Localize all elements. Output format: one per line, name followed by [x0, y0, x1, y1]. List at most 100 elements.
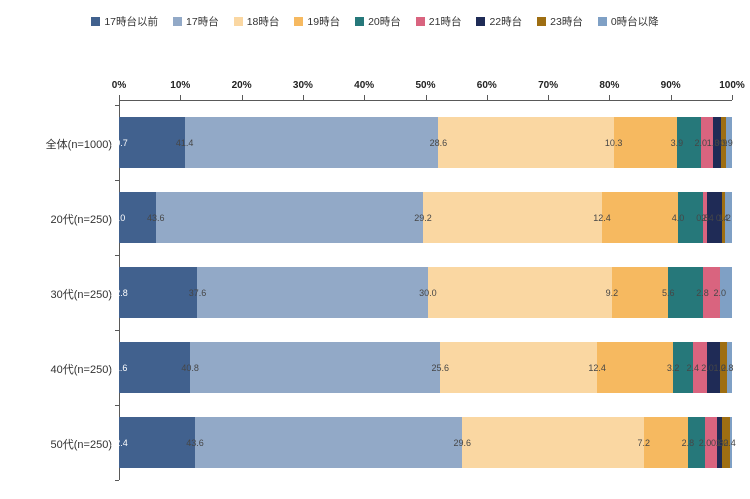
bar-segment: 6.0: [113, 192, 156, 243]
x-axis-tick: [241, 95, 243, 100]
bar-row: 6.0 43.6 29.2 12.4 4.0 0.8 2.4 0.4 1.2: [113, 192, 732, 243]
bar-value-label: 1.2: [715, 437, 729, 448]
legend-label: 18時台: [246, 15, 280, 28]
x-axis-tick-label: 90%: [660, 80, 681, 91]
bar-segment: 11.6: [111, 342, 191, 393]
bar-value-label: 2.4: [701, 212, 714, 223]
bar-value-label: 29.2: [414, 212, 432, 223]
x-axis-tick-label: 80%: [599, 80, 620, 91]
category-label: 20代(n=250): [50, 213, 112, 226]
bar-value-label: 10.3: [604, 137, 623, 148]
x-axis-tick: [302, 95, 304, 100]
bar-segment: 0.8: [696, 192, 709, 243]
legend-label: 23時台: [550, 15, 583, 28]
x-axis-tick-label: 40%: [354, 80, 375, 91]
legend-swatch-icon: [233, 16, 243, 26]
y-axis-tick: [115, 104, 119, 106]
bar-value-label: 29.6: [453, 437, 472, 448]
bar-segment: 3.2: [667, 342, 693, 393]
legend-swatch-icon: [355, 16, 365, 26]
bar-segment: 25.6: [431, 342, 598, 393]
bar-segment: 30.0: [419, 267, 612, 318]
legend-swatch-icon: [294, 16, 304, 26]
bar-value-label: 0.8: [720, 362, 734, 373]
x-axis-tick-label: 100%: [719, 80, 745, 91]
x-axis-tick: [609, 95, 611, 100]
bar-segment: 1.3: [707, 117, 721, 168]
legend-item-8: 0時台以降: [597, 14, 659, 29]
bar-value-label: 2.8: [696, 287, 709, 298]
legend-swatch-icon: [415, 16, 425, 26]
bar-segment: 10.7: [110, 117, 185, 168]
x-axis-tick: [732, 95, 733, 100]
y-axis-tick: [115, 479, 119, 481]
bar-value-label: 0.8: [696, 212, 709, 223]
x-axis-tick-label: 60%: [476, 80, 497, 91]
bar-segment: 43.6: [186, 417, 463, 468]
bar-segment: 1.2: [716, 417, 730, 468]
x-axis-tick: [180, 95, 182, 100]
bar-value-label: 7.2: [637, 437, 650, 448]
bar-segment: 2.0: [699, 417, 718, 468]
legend-label: 20時台: [368, 15, 401, 28]
bar-value-label: 0.9: [720, 137, 733, 148]
bar-segment: 0.4: [723, 417, 736, 468]
bar-value-label: 2.0: [698, 437, 712, 448]
bar-segment: 12.4: [588, 342, 674, 393]
bar-value-label: 41.4: [175, 137, 194, 148]
x-axis-tick-label: 20%: [231, 80, 252, 91]
y-axis-tick: [115, 254, 119, 256]
bar-segment: 0.9: [715, 117, 727, 168]
bar-segment: 10.3: [605, 117, 677, 168]
x-axis-line: [119, 100, 732, 101]
bar-value-label: 0.8: [711, 437, 724, 448]
x-axis-tick-label: 50%: [415, 80, 436, 91]
legend-item-0: 17時台以前: [91, 14, 158, 29]
bar-segment: 29.2: [414, 192, 603, 243]
bar-value-label: 12.4: [593, 212, 611, 223]
legend-label: 0時台以降: [610, 15, 659, 28]
legend-label: 21時台: [428, 15, 462, 28]
legend-swatch-icon: [173, 16, 183, 26]
legend-swatch-icon: [476, 16, 486, 26]
bar-segment: 0.4: [716, 192, 728, 243]
bar-segment: 12.4: [110, 417, 195, 468]
bar-segment: 12.8: [110, 267, 198, 318]
x-axis-tick-label: 0%: [111, 80, 127, 91]
bar-segment: 2.0: [713, 267, 732, 318]
bar-value-label: 43.6: [147, 212, 165, 223]
bar-row: 11.6 40.8 25.6 12.4 3.2 2.4 2.0 1.2 0.8: [111, 342, 734, 393]
legend-swatch-icon: [537, 16, 547, 26]
bar-value-label: 0.4: [715, 212, 729, 223]
bar-value-label: 2.0: [701, 362, 714, 373]
bar-value-label: 30.0: [419, 287, 437, 298]
legend-item-3: 19時台: [294, 14, 340, 29]
bar-segment: 28.6: [430, 117, 614, 168]
bar-value-label: 25.6: [431, 362, 449, 373]
bar-segment: 0.9: [720, 117, 733, 168]
bar-segment: 0.8: [711, 417, 724, 468]
bar-segment: 9.2: [606, 267, 669, 318]
bar-row: 10.7 41.4 28.6 10.3 3.9 2.0 1.3 0.9 0.9: [110, 117, 733, 168]
bar-segment: 2.4: [701, 192, 723, 243]
legend-item-7: 23時台: [537, 14, 583, 29]
bar-value-label: 2.0: [694, 137, 707, 148]
bar-row: 12.8 37.6 30.0 9.2 5.6 2.8 2.0: [110, 267, 732, 318]
bar-value-label: 28.6: [429, 137, 448, 148]
y-axis-tick: [115, 329, 119, 331]
y-axis-tick: [115, 404, 119, 406]
legend-label: 17時台: [186, 15, 219, 28]
bar-segment: 2.8: [696, 267, 720, 318]
legend: 17時台以前 17時台 18時台 19時台 20時台 21時台 22時台 23時台 0時台以降: [0, 10, 750, 32]
bar-value-label: 0.9: [714, 137, 728, 148]
bar-segment: 37.6: [189, 267, 428, 318]
legend-label: 22時台: [489, 15, 523, 28]
bar-value-label: 1.2: [718, 212, 731, 223]
category-label: 30代(n=250): [50, 288, 112, 301]
bar-segment: 2.0: [701, 342, 720, 393]
bar-segment: 2.0: [694, 117, 713, 168]
bar-segment: 4.0: [672, 192, 703, 243]
bar-value-label: 9.2: [605, 287, 619, 298]
bar-value-label: 3.2: [666, 362, 680, 373]
